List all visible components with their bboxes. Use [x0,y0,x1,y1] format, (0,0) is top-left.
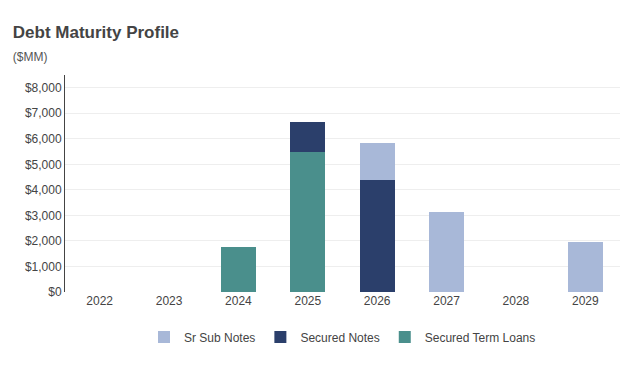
svg-text:Sr Sub Notes: Sr Sub Notes [184,331,255,345]
svg-text:2028: 2028 [503,294,530,308]
svg-text:2026: 2026 [364,294,391,308]
svg-text:2022: 2022 [86,294,113,308]
svg-text:2024: 2024 [225,294,252,308]
svg-text:$1,000: $1,000 [25,260,62,274]
svg-text:$8,000: $8,000 [25,81,62,95]
svg-text:$7,000: $7,000 [25,106,62,120]
svg-text:($MM): ($MM) [13,50,48,64]
svg-text:$3,000: $3,000 [25,209,62,223]
svg-text:$0: $0 [48,285,62,299]
svg-text:2029: 2029 [572,294,599,308]
svg-text:$6,000: $6,000 [25,132,62,146]
svg-text:$2,000: $2,000 [25,234,62,248]
svg-text:$5,000: $5,000 [25,158,62,172]
svg-text:2023: 2023 [156,294,183,308]
svg-text:2025: 2025 [294,294,321,308]
svg-text:Secured Notes: Secured Notes [300,331,379,345]
svg-text:$4,000: $4,000 [25,183,62,197]
svg-text:Secured Term Loans: Secured Term Loans [425,331,536,345]
svg-text:Debt Maturity Profile: Debt Maturity Profile [13,23,179,42]
svg-text:2027: 2027 [433,294,460,308]
